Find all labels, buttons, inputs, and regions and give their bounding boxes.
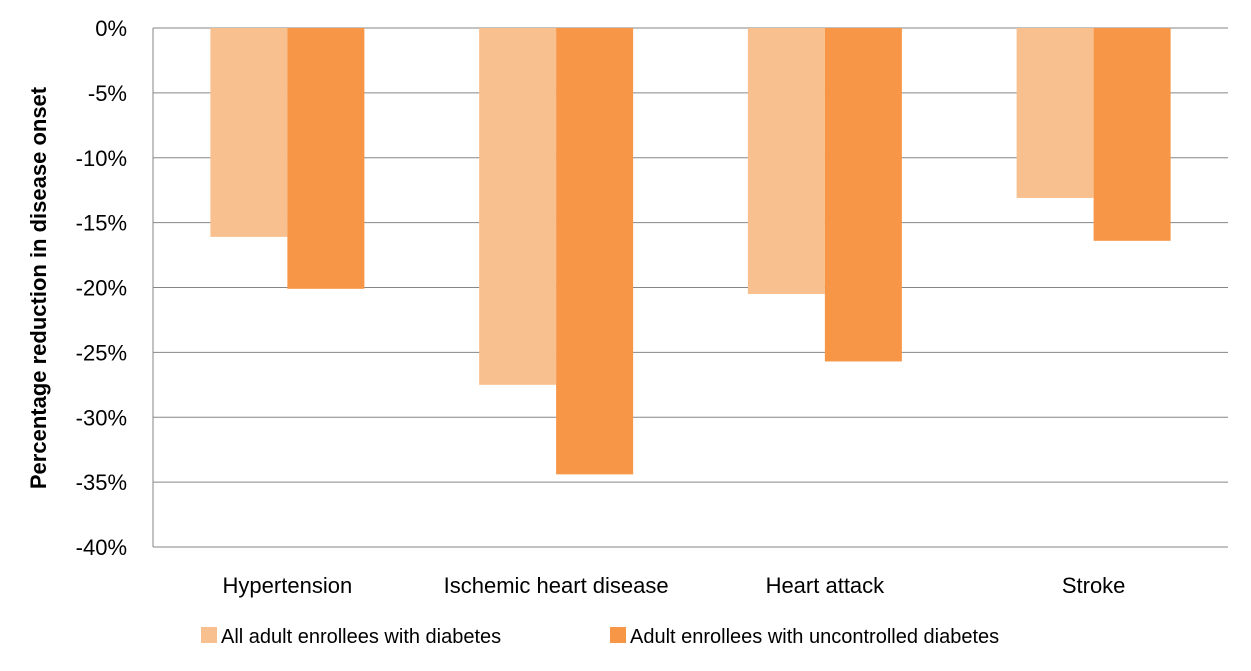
bar (747, 28, 825, 294)
y-tick-label: -25% (76, 340, 127, 365)
legend-label: All adult enrollees with diabetes (221, 626, 501, 648)
bars (210, 28, 1171, 475)
bar (210, 28, 288, 237)
y-tick-label: -5% (88, 81, 127, 106)
y-tick-label: -35% (76, 470, 127, 495)
x-category-label: Stroke (1062, 573, 1126, 598)
y-tick-label: -40% (76, 535, 127, 560)
legend-label: Adult enrollees with uncontrolled diabet… (630, 626, 999, 648)
bar (824, 28, 902, 362)
bar (1093, 28, 1171, 241)
x-category-label: Heart attack (766, 573, 886, 598)
bar (1016, 28, 1094, 198)
x-category-labels: Hypertension Ischemic heart disease Heart … (223, 573, 1126, 598)
y-tick-label: -15% (76, 211, 127, 236)
x-category-label: Ischemic heart disease (444, 573, 669, 598)
y-axis-title: Percentage reduction in disease onset (26, 86, 51, 489)
legend-swatch (610, 627, 626, 643)
y-tick-label: -10% (76, 146, 127, 171)
legend: All adult enrollees with diabetes Adult e… (201, 626, 999, 648)
bar (479, 28, 557, 385)
y-tick-labels: 0% -5% -10% -15% -20% -25% -30% -35% -40% (76, 16, 127, 560)
y-tick-label: -20% (76, 276, 127, 301)
y-tick-label: 0% (95, 16, 127, 41)
x-category-label: Hypertension (223, 573, 353, 598)
legend-swatch (201, 627, 217, 643)
bar (287, 28, 365, 289)
y-tick-label: -30% (76, 405, 127, 430)
bar (556, 28, 634, 475)
